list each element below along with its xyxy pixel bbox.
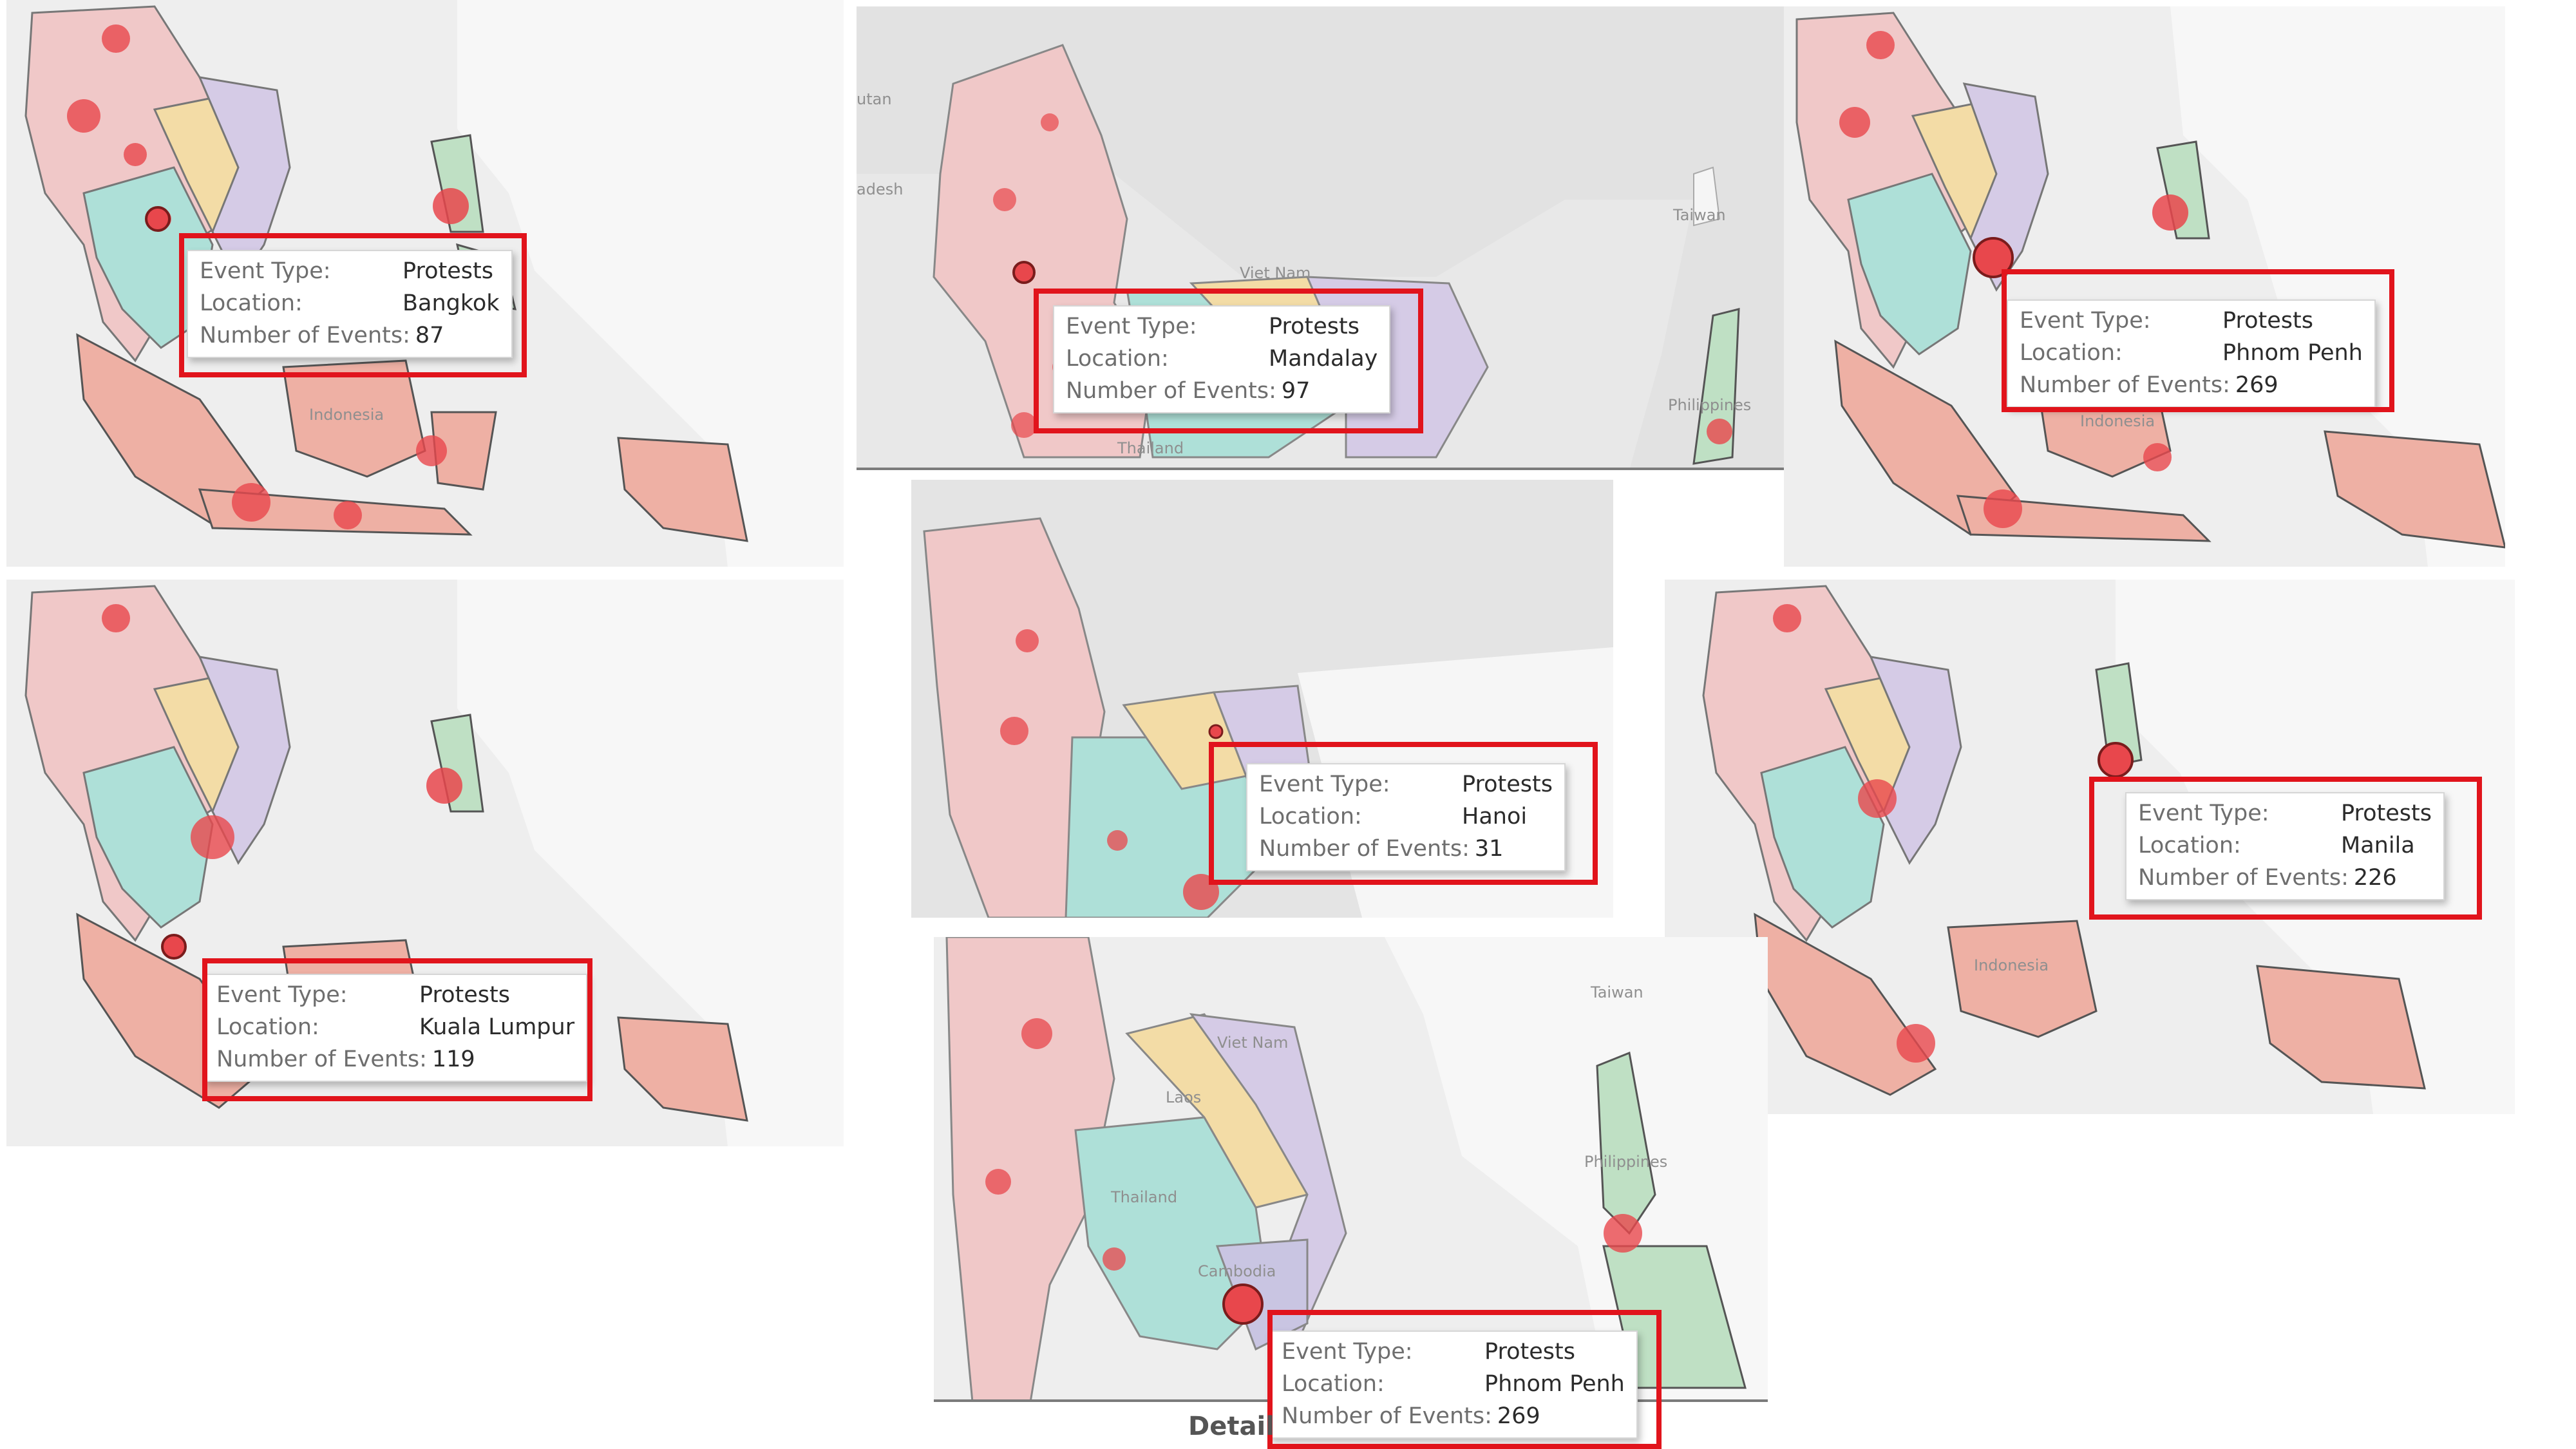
tooltip-row-events: Number of Events: 269 — [1282, 1400, 1625, 1432]
event-type-value: Protests — [1462, 772, 1553, 797]
location-value: Mandalay — [1269, 346, 1378, 372]
events-value: 269 — [2235, 372, 2278, 398]
map-label-bangladesh: adesh — [857, 180, 904, 198]
tooltip-row-location: Location: Kuala Lumpur — [216, 1011, 574, 1043]
location-label: Location: — [1282, 1371, 1385, 1397]
map-label-taiwan: Taiwan — [1591, 983, 1643, 1001]
map-label-vietnam: Viet Nam — [1240, 264, 1311, 282]
tooltip-row-event-type: Event Type: Protests — [200, 255, 500, 287]
tooltip-row-location: Location: Manila — [2138, 829, 2432, 862]
map-label-philippines: Philippines — [1584, 1153, 1668, 1171]
tooltip-row-events: Number of Events: 119 — [216, 1043, 574, 1075]
location-label: Location: — [200, 290, 303, 316]
tooltip-row-events: Number of Events: 97 — [1066, 375, 1378, 407]
event-type-label: Event Type: — [2020, 308, 2151, 334]
map-label-indonesia: Indonesia — [1974, 956, 2049, 974]
map-label-cambodia: Cambodia — [1198, 1262, 1276, 1280]
map-label-vietnam: Viet Nam — [1217, 1034, 1289, 1052]
tooltip-row-event-type: Event Type: Protests — [2138, 797, 2432, 829]
location-value: Phnom Penh — [1484, 1371, 1625, 1397]
events-value: 97 — [1281, 378, 1311, 404]
event-type-label: Event Type: — [2138, 800, 2269, 826]
events-label: Number of Events: — [1282, 1403, 1492, 1429]
location-label: Location: — [2020, 340, 2123, 366]
location-value: Phnom Penh — [2222, 340, 2363, 366]
highlight-box-kuala-lumpur — [202, 958, 592, 1101]
tooltip-row-location: Location: Hanoi — [1259, 800, 1553, 833]
location-value: Bangkok — [402, 290, 500, 316]
tooltip-row-location: Location: Mandalay — [1066, 343, 1378, 375]
events-label: Number of Events: — [1259, 836, 1470, 862]
map-panel-phnom-penh[interactable]: Indonesia — [1784, 6, 2505, 567]
tooltip-row-event-type: Event Type: Protests — [1066, 310, 1378, 343]
events-value: 269 — [1497, 1403, 1540, 1429]
map-panel-mandalay[interactable]: utan adesh Viet Nam Taiwan Thailand Phil… — [857, 6, 1784, 470]
map-canvas[interactable] — [934, 937, 1768, 1402]
tooltip-row-event-type: Event Type: Protests — [216, 979, 574, 1011]
map-label-laos: Laos — [1166, 1088, 1202, 1106]
tooltip-row-event-type: Event Type: Protests — [1259, 768, 1553, 800]
tooltip-mandalay: Event Type: Protests Location: Mandalay Nu… — [1053, 305, 1391, 413]
map-label-thailand: Thailand — [1117, 439, 1184, 457]
events-value: 87 — [415, 323, 444, 348]
event-type-label: Event Type: — [1282, 1339, 1413, 1365]
events-label: Number of Events: — [2020, 372, 2230, 398]
map-label-indonesia: Indonesia — [2080, 412, 2155, 430]
location-value: Kuala Lumpur — [419, 1014, 575, 1040]
events-label: Number of Events: — [2138, 865, 2349, 891]
tooltip-bangkok: Event Type: Protests Location: Bangkok Num… — [187, 250, 513, 358]
map-canvas[interactable] — [1784, 6, 2505, 567]
events-value: 226 — [2353, 865, 2397, 891]
tooltip-manila: Event Type: Protests Location: Manila Numb… — [2125, 792, 2445, 900]
location-value: Manila — [2341, 833, 2415, 858]
tooltip-row-event-type: Event Type: Protests — [2020, 305, 2363, 337]
map-label-indonesia: Indonesia — [309, 406, 384, 424]
highlight-box-bangkok — [179, 233, 527, 377]
tooltip-row-events: Number of Events: 226 — [2138, 862, 2432, 894]
location-label: Location: — [2138, 833, 2241, 858]
highlight-box-manila — [2089, 777, 2482, 920]
events-value: 119 — [431, 1046, 475, 1072]
event-type-label: Event Type: — [1066, 314, 1197, 339]
events-label: Number of Events: — [200, 323, 410, 348]
location-value: Hanoi — [1462, 804, 1528, 829]
tooltip-row-events: Number of Events: 31 — [1259, 833, 1553, 865]
event-type-value: Protests — [419, 982, 510, 1008]
highlight-box-phnom-penh-zoom — [1267, 1310, 1662, 1449]
event-type-value: Protests — [2341, 800, 2432, 826]
tooltip-row-location: Location: Phnom Penh — [1282, 1368, 1625, 1400]
event-type-label: Event Type: — [216, 982, 348, 1008]
event-type-value: Protests — [1269, 314, 1359, 339]
event-type-value: Protests — [402, 258, 493, 284]
events-label: Number of Events: — [216, 1046, 427, 1072]
map-label-philippines: Philippines — [1668, 396, 1752, 414]
panel-baseline — [857, 468, 1784, 470]
events-value: 31 — [1474, 836, 1504, 862]
event-type-label: Event Type: — [200, 258, 331, 284]
highlight-box-hanoi — [1209, 742, 1598, 885]
tooltip-hanoi: Event Type: Protests Location: Hanoi Numbe… — [1246, 763, 1566, 871]
location-label: Location: — [1066, 346, 1169, 372]
highlight-box-phnom-penh — [2002, 269, 2394, 412]
map-panel-phnom-penh-zoom[interactable]: Taiwan Viet Nam Laos Thailand Cambodia P… — [934, 937, 1768, 1402]
map-label-thailand: Thailand — [1111, 1188, 1178, 1206]
tooltip-row-events: Number of Events: 87 — [200, 319, 500, 352]
tooltip-row-events: Number of Events: 269 — [2020, 369, 2363, 401]
tooltip-row-location: Location: Phnom Penh — [2020, 337, 2363, 369]
tooltip-row-event-type: Event Type: Protests — [1282, 1336, 1625, 1368]
event-type-label: Event Type: — [1259, 772, 1390, 797]
events-label: Number of Events: — [1066, 378, 1276, 404]
event-type-value: Protests — [1484, 1339, 1575, 1365]
detail-label: Detail — [1188, 1412, 1274, 1441]
location-label: Location: — [1259, 804, 1362, 829]
map-label-taiwan: Taiwan — [1673, 206, 1726, 224]
tooltip-phnom-penh-zoom: Event Type: Protests Location: Phnom Penh … — [1269, 1331, 1638, 1439]
tooltip-phnom-penh: Event Type: Protests Location: Phnom Penh … — [2007, 299, 2376, 408]
event-type-value: Protests — [2222, 308, 2313, 334]
map-label-bhutan: utan — [857, 90, 892, 108]
tooltip-kuala-lumpur: Event Type: Protests Location: Kuala Lumpu… — [204, 974, 588, 1082]
highlight-box-mandalay — [1034, 289, 1423, 433]
tooltip-row-location: Location: Bangkok — [200, 287, 500, 319]
location-label: Location: — [216, 1014, 319, 1040]
